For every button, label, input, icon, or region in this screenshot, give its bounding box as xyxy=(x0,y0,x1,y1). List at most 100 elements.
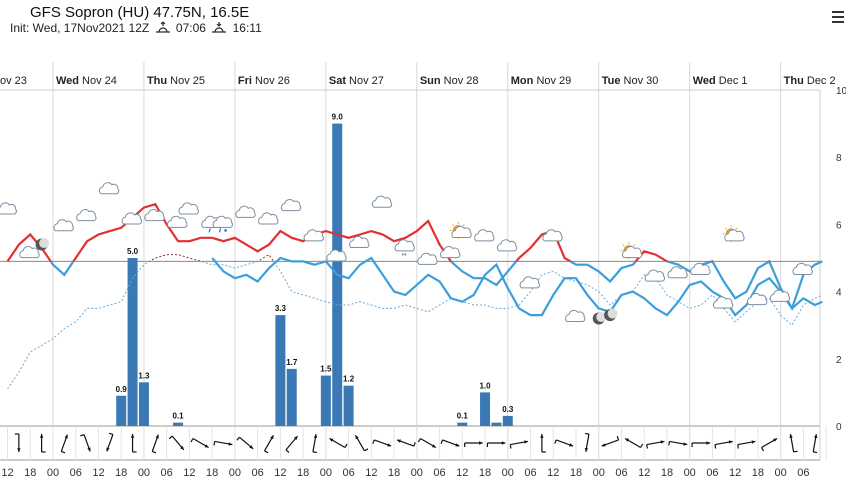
wind-arrow xyxy=(354,434,369,452)
snow-flake xyxy=(224,229,227,232)
wind-arrow xyxy=(760,437,778,452)
precip-label: 9.0 xyxy=(332,113,344,122)
wind-barb xyxy=(236,436,240,441)
sun-ray xyxy=(451,224,455,227)
cloud-shape xyxy=(53,219,74,232)
wind-head xyxy=(396,439,401,443)
cloud-shape xyxy=(258,212,279,225)
cloud-shape xyxy=(303,229,324,242)
cloud-icon xyxy=(690,262,711,275)
wind-arrow xyxy=(106,432,114,452)
wind-arrow xyxy=(312,434,318,454)
wind-arrow xyxy=(396,439,416,447)
precip-bar xyxy=(286,368,297,426)
wind-arrow xyxy=(584,432,590,452)
wind-arrow xyxy=(60,434,68,454)
hour-label: 06 xyxy=(524,467,536,479)
wind-head xyxy=(728,440,733,444)
cloud-shape xyxy=(371,195,393,208)
cloud-shape xyxy=(769,289,791,302)
hour-label: 18 xyxy=(297,467,309,479)
cloud-shape xyxy=(144,209,165,222)
hour-label: 00 xyxy=(593,467,605,479)
cloud-shape xyxy=(792,262,813,275)
cloud-shape xyxy=(76,209,97,222)
precip-label: 0.1 xyxy=(457,412,469,421)
cloud-shape xyxy=(690,262,711,275)
sun-ray xyxy=(724,227,727,230)
wind-arrow xyxy=(668,440,688,446)
hour-label: 12 xyxy=(547,467,559,479)
wind-head xyxy=(813,434,818,438)
wind-barb xyxy=(168,435,173,440)
wind-head xyxy=(455,443,460,447)
right-axis-tick: 8 xyxy=(836,153,842,164)
wind-barb xyxy=(372,439,375,444)
cloud-icon xyxy=(474,229,495,242)
precip-bar xyxy=(320,375,331,426)
wind-head xyxy=(431,444,436,448)
wind-head xyxy=(39,434,44,438)
header: GFS Sopron (HU) 47.75N, 16.5E Init: Wed,… xyxy=(0,0,846,40)
hour-label: 12 xyxy=(365,467,377,479)
sunset-icon xyxy=(212,22,227,33)
precip-bar xyxy=(275,315,286,426)
wind-head xyxy=(706,441,711,445)
cloud-shape xyxy=(496,239,518,252)
cloud-icon xyxy=(144,209,165,222)
wind-barb xyxy=(190,438,194,443)
wind-barb xyxy=(213,441,216,446)
temperature-line-below xyxy=(7,261,823,312)
day-label: Fri Nov 26 xyxy=(238,75,290,87)
hour-label: 12 xyxy=(638,467,650,479)
cloud-shape xyxy=(474,229,495,242)
precip-bar xyxy=(127,258,138,426)
moon-icon xyxy=(604,308,618,322)
cloud-icon xyxy=(178,202,199,215)
cloud-icon xyxy=(258,212,279,225)
hour-label: 06 xyxy=(433,467,445,479)
wind-arrow xyxy=(440,439,460,447)
hour-label: 18 xyxy=(115,467,127,479)
cloud-shape xyxy=(565,309,586,322)
precip-bar xyxy=(457,422,468,426)
hour-label: 06 xyxy=(706,467,718,479)
rain-drop xyxy=(208,228,211,233)
wind-arrow xyxy=(540,434,546,453)
cloud-icon xyxy=(712,296,734,309)
wind-barb xyxy=(61,450,66,454)
wind-head xyxy=(773,438,778,442)
precip-label: 1.7 xyxy=(286,358,298,367)
wind-head xyxy=(660,440,665,444)
partly-sunny-icon xyxy=(620,242,643,260)
temperature-line-above xyxy=(6,202,823,262)
moon-icon xyxy=(35,238,50,251)
cloud-shape xyxy=(712,296,734,309)
wind-head xyxy=(155,434,159,439)
wind-head xyxy=(313,434,318,438)
wind-arrow xyxy=(236,436,254,450)
wind-head xyxy=(751,440,756,444)
wind-barb xyxy=(344,443,348,448)
cloud-icon xyxy=(76,209,97,222)
cloud-shape xyxy=(280,199,302,212)
cloud-icon xyxy=(98,182,120,195)
wind-head xyxy=(524,440,529,444)
menu-icon[interactable] xyxy=(832,11,844,23)
wind-arrow xyxy=(39,434,46,453)
cloud-shape xyxy=(747,293,768,306)
right-axis-tick: 10 xyxy=(836,86,846,97)
wind-barb xyxy=(714,444,717,449)
cloud-icon xyxy=(542,229,563,242)
wind-arrow xyxy=(168,435,185,451)
wind-head xyxy=(106,447,110,452)
wind-head xyxy=(87,447,91,452)
day-label: ov 23 xyxy=(0,75,27,87)
precip-label: 1.0 xyxy=(479,381,491,390)
snow-icon: ** xyxy=(394,239,415,260)
wind-arrow xyxy=(190,437,209,449)
hour-label: 00 xyxy=(229,467,241,479)
cloud-icon xyxy=(519,276,540,289)
right-axis-tick: 4 xyxy=(836,288,842,299)
cloud-shape xyxy=(394,239,415,252)
